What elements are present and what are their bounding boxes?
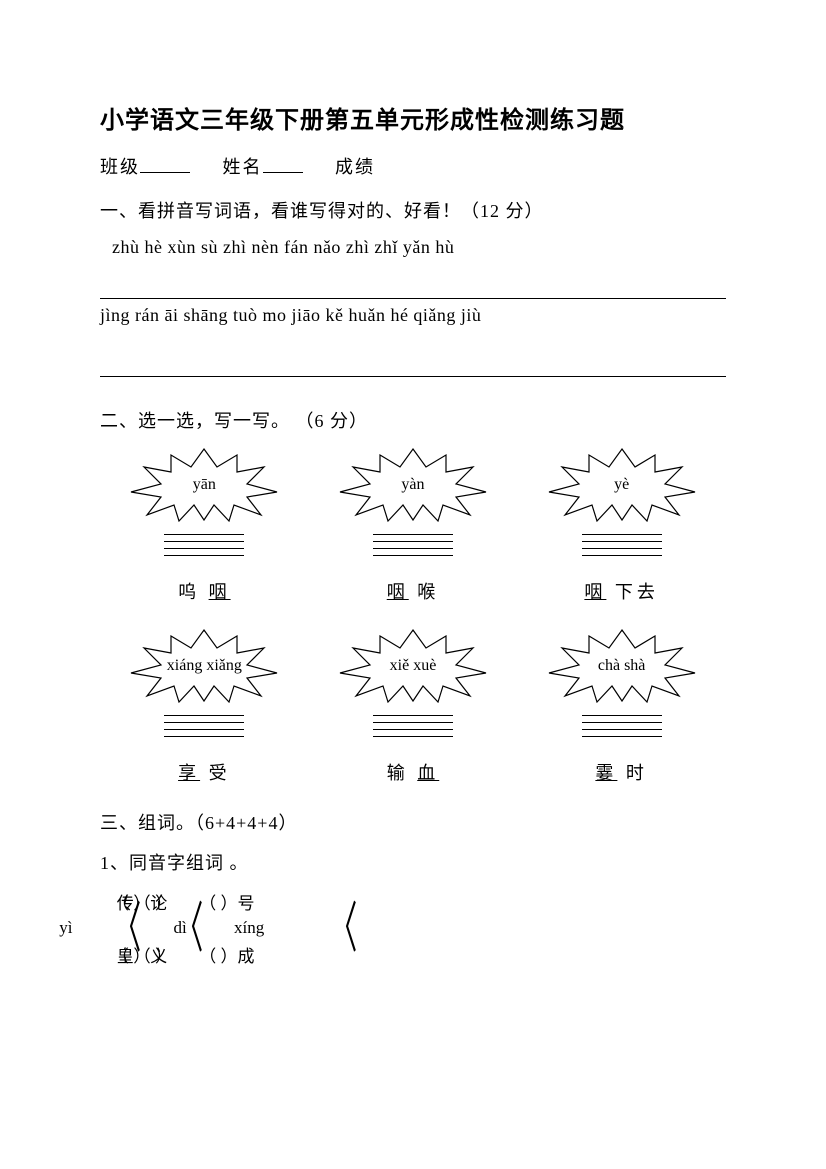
q2-row1-words: 呜 咽 咽 喉 咽 下去 [100,578,726,604]
angle-bracket-icon-3: 〈 [330,901,358,956]
writing-lines-6[interactable] [582,715,662,743]
starburst-4: xiáng xiǎng [129,628,279,703]
page-title: 小学语文三年级下册第五单元形成性检测练习题 [100,100,726,135]
q1-pinyin-line2: jìng rán āi shāng tuò mo jiāo kě huǎn hé… [100,298,726,326]
q2-row1-starbursts: yān yàn yè [100,447,726,522]
score-label: 成绩 [335,157,375,177]
starburst-5: xiě xuè [338,628,488,703]
q1-pinyin-line1: zhù hè xùn sù zhì nèn fán nǎo zhì zhǐ yǎ… [112,237,726,258]
q2-row2-words: 享 受 输 血 霎 时 [100,759,726,785]
writing-lines-5[interactable] [373,715,453,743]
q3-g3-bottom[interactable]: （ ）成 [199,942,254,967]
class-blank[interactable] [140,153,190,173]
q2-word-1: 呜 咽 [129,578,279,604]
q1-heading: 一、看拼音写词语，看谁写得对的、好看！（12 分） [100,197,726,223]
q2-word-5: 输 血 [338,759,488,785]
angle-bracket-icon-2: 〈 [176,901,204,956]
starburst-3: yè [547,447,697,522]
q2-word-6: 霎 时 [547,759,697,785]
class-label: 班级 [100,157,140,177]
starburst-1-label: yān [193,476,216,494]
writing-lines-1[interactable] [164,534,244,562]
q2-row1-lines [100,530,726,570]
q2-word-3: 咽 下去 [547,578,697,604]
angle-bracket-icon: 〈 [114,901,142,956]
starburst-6-label: chà shà [598,657,646,675]
q3-sub1: 1、同音字组词 。 [100,849,726,875]
q3-g3-top[interactable]: （ ）号 [199,889,254,914]
starburst-4-label: xiáng xiǎng [167,657,242,675]
starburst-2: yàn [338,447,488,522]
name-blank[interactable] [263,153,303,173]
student-info-line: 班级 姓名 成绩 [100,153,726,179]
q2-row2-starbursts: xiáng xiǎng xiě xuè chà shà [100,628,726,703]
worksheet-page: 小学语文三年级下册第五单元形成性检测练习题 班级 姓名 成绩 一、看拼音写词语，… [0,0,826,1169]
starburst-1: yān [129,447,279,522]
starburst-3-label: yè [614,476,629,494]
q2-row2-lines [100,711,726,751]
q3-groups-row: （ ）论 （ ）义 yì 〈 dì 传（ ） 皇（ ） xíng 〈 （ ）号 … [100,889,726,967]
name-label: 姓名 [223,157,263,177]
q3-g1-pinyin: yì [59,918,72,938]
q3-heading: 三、组词。（6+4+4+4） [100,809,726,835]
starburst-6: chà shà [547,628,697,703]
starburst-2-label: yàn [401,476,424,494]
q2-word-2: 咽 喉 [338,578,488,604]
q1-answer-line[interactable] [100,376,726,377]
q3-group-3-options: （ ）号 （ ）成 [199,889,254,967]
writing-lines-3[interactable] [582,534,662,562]
starburst-5-label: xiě xuè [390,657,437,675]
writing-lines-2[interactable] [373,534,453,562]
writing-lines-4[interactable] [164,715,244,743]
q2-word-4: 享 受 [129,759,279,785]
q2-heading: 二、选一选，写一写。 （6 分） [100,407,726,433]
